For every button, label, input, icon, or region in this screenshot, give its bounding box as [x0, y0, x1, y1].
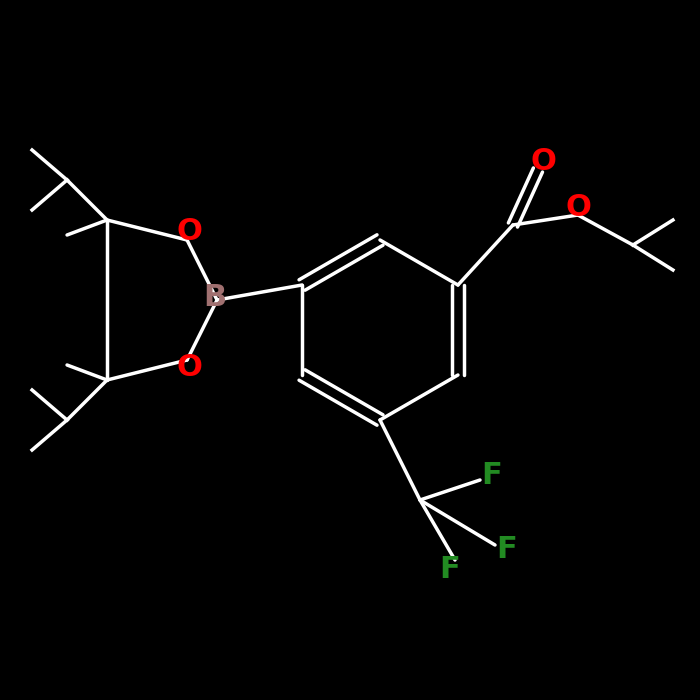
Text: B: B: [204, 284, 227, 312]
Text: O: O: [565, 193, 591, 221]
Text: F: F: [440, 556, 461, 584]
Text: O: O: [176, 218, 202, 246]
Text: F: F: [482, 461, 503, 489]
Text: O: O: [530, 148, 556, 176]
Text: O: O: [176, 354, 202, 382]
Text: F: F: [496, 536, 517, 564]
